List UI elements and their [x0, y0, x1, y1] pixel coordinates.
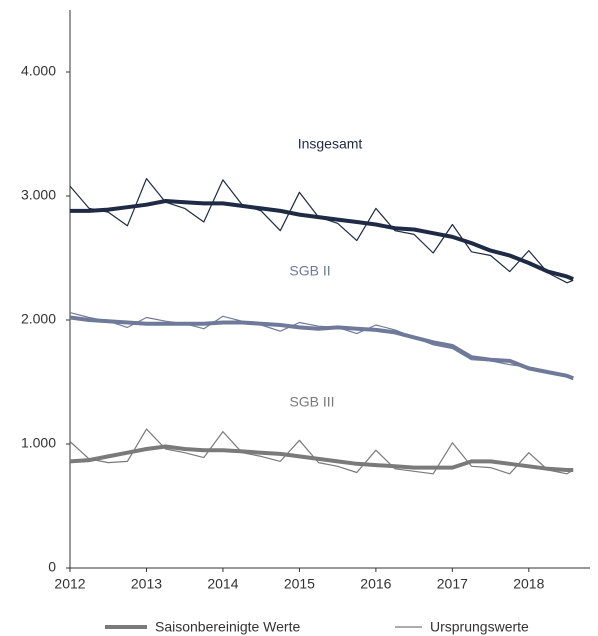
- annotation: SGB II: [289, 263, 330, 279]
- series-line: [69, 178, 574, 284]
- series-line: [69, 444, 574, 472]
- series-line: [69, 315, 574, 381]
- x-tick-label: 2012: [54, 576, 85, 592]
- y-tick-label: 0: [48, 559, 56, 575]
- x-tick-label: 2015: [284, 576, 315, 592]
- legend-label: Ursprungswerte: [430, 619, 529, 635]
- x-tick-label: 2016: [360, 576, 391, 592]
- legend-label: Saisonbereinigte Werte: [155, 619, 300, 635]
- y-tick-label: 4.000: [21, 63, 56, 79]
- annotation: SGB III: [289, 394, 334, 410]
- y-tick-label: 1.000: [21, 435, 56, 451]
- series-line: [70, 199, 574, 281]
- x-tick-label: 2018: [513, 576, 544, 592]
- x-tick-label: 2014: [207, 576, 238, 592]
- series-line: [69, 428, 574, 475]
- annotation: Insgesamt: [298, 136, 363, 152]
- series-line: [69, 312, 574, 381]
- x-tick-label: 2013: [131, 576, 162, 592]
- x-tick-label: 2017: [437, 576, 468, 592]
- y-tick-label: 3.000: [21, 187, 56, 203]
- y-tick-label: 2.000: [21, 311, 56, 327]
